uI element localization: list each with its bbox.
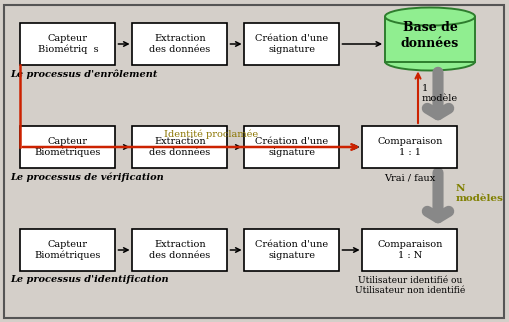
Ellipse shape — [384, 7, 474, 25]
FancyBboxPatch shape — [362, 229, 457, 271]
FancyBboxPatch shape — [20, 23, 115, 65]
FancyBboxPatch shape — [362, 126, 457, 168]
Text: Base de
données: Base de données — [400, 21, 458, 50]
FancyBboxPatch shape — [244, 23, 339, 65]
Text: Capteur
Biométriques: Capteur Biométriques — [35, 137, 101, 157]
Text: Vrai / faux: Vrai / faux — [384, 173, 435, 182]
Text: Création d'une
signature: Création d'une signature — [255, 137, 328, 157]
Text: Identité proclamée: Identité proclamée — [164, 129, 258, 139]
FancyBboxPatch shape — [244, 126, 339, 168]
Text: Comparaison
1 : N: Comparaison 1 : N — [377, 240, 442, 260]
Text: Capteur
Biométriq  s: Capteur Biométriq s — [38, 33, 98, 54]
Text: 1
modèle: 1 modèle — [421, 84, 457, 103]
Text: Comparaison
1 : 1: Comparaison 1 : 1 — [377, 137, 442, 157]
Text: Le processus de vérification: Le processus de vérification — [10, 172, 163, 182]
Text: N
modèles: N modèles — [455, 184, 503, 203]
FancyBboxPatch shape — [20, 126, 115, 168]
Text: Extraction
des données: Extraction des données — [149, 240, 210, 260]
FancyBboxPatch shape — [244, 229, 339, 271]
FancyBboxPatch shape — [132, 229, 227, 271]
FancyBboxPatch shape — [384, 16, 474, 62]
Text: Création d'une
signature: Création d'une signature — [255, 240, 328, 260]
Text: Extraction
des données: Extraction des données — [149, 34, 210, 54]
Text: Utilisateur identifié ou
Utilisateur non identifié: Utilisateur identifié ou Utilisateur non… — [354, 276, 464, 295]
Text: Le processus d'identification: Le processus d'identification — [10, 275, 168, 284]
Text: Capteur
Biométriques: Capteur Biométriques — [35, 240, 101, 260]
Text: Extraction
des données: Extraction des données — [149, 137, 210, 157]
Text: Le processus d'enrôlement: Le processus d'enrôlement — [10, 69, 157, 79]
Text: Création d'une
signature: Création d'une signature — [255, 34, 328, 54]
FancyBboxPatch shape — [20, 229, 115, 271]
FancyBboxPatch shape — [132, 23, 227, 65]
FancyBboxPatch shape — [132, 126, 227, 168]
Ellipse shape — [384, 52, 474, 71]
